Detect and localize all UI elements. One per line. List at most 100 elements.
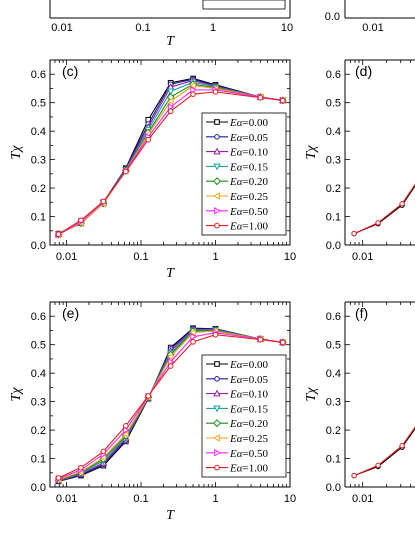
legend: Eα=0.00 Eα=0.05 Eα=0.10 Eα=0.15 Eα=0.20 Eα=0.…	[201, 112, 287, 236]
legend-marker	[214, 464, 220, 471]
x-tick-label: 0.1	[133, 493, 148, 505]
panel-d: 0.0 0.1 0.2 0.3 0.4 0.5 0.6 0.01 Tχ (d)	[304, 59, 415, 263]
legend-marker	[212, 419, 222, 428]
x-axis-label: T	[166, 34, 175, 49]
series-line	[353, 427, 415, 477]
data-point	[399, 443, 405, 449]
data-point	[145, 136, 152, 143]
y-tick-label: 0.2	[326, 183, 341, 195]
legend-entry: Eα=0.20	[229, 418, 268, 430]
data-point	[167, 358, 175, 366]
series-line	[353, 426, 415, 477]
data-series	[55, 331, 286, 481]
y-tick-label: 0.1	[326, 212, 341, 224]
data-point	[145, 393, 152, 399]
legend-entry: Eα=0.50	[229, 206, 268, 218]
y-tick-label: 0.5	[31, 98, 46, 110]
panel-label: (e)	[62, 305, 79, 321]
legend-entry: Eα=0.10	[229, 389, 268, 401]
x-tick-label: 10	[284, 493, 296, 505]
series-line	[58, 330, 283, 481]
top-right-sliver: 0.0 0.01	[325, 0, 415, 34]
x-tick-label: 10	[284, 251, 296, 263]
legend-entry: Eα=0.00	[229, 359, 268, 371]
data-point	[100, 198, 107, 205]
y-tick-label: 0.0	[326, 240, 341, 252]
legend-entry: Eα=1.00	[229, 463, 268, 475]
x-tick-label: 0.1	[133, 251, 148, 263]
data-point	[375, 462, 381, 469]
y-tick-label: 0.6	[326, 311, 341, 323]
data-point	[121, 430, 129, 439]
data-point	[167, 108, 174, 115]
tick-label: 0.0	[325, 11, 340, 23]
legend-box	[201, 112, 287, 236]
legend-marker	[214, 222, 220, 229]
data-point	[100, 448, 107, 455]
data-point	[190, 86, 198, 94]
legend-box-partial	[202, 0, 286, 10]
legend-marker	[214, 207, 221, 215]
data-point	[78, 464, 84, 471]
panel-label: (c)	[62, 63, 78, 79]
legend-entry: Eα=0.15	[229, 403, 268, 415]
legend-entry: Eα=0.25	[229, 433, 268, 445]
data-series	[351, 426, 415, 479]
legend-box	[201, 354, 287, 478]
y-tick-label: 0.2	[31, 425, 46, 437]
series-line	[353, 183, 415, 235]
x-tick-label: 1	[212, 251, 218, 263]
y-tick-label: 0.6	[31, 69, 46, 81]
y-tick-label: 0.4	[326, 368, 341, 380]
data-point	[212, 331, 219, 338]
data-point	[375, 220, 381, 226]
plot-frame	[49, 59, 291, 246]
data-point	[167, 363, 174, 369]
panel-f: 0.0 0.1 0.2 0.3 0.4 0.5 0.6 0.01 Tχ (f)	[304, 301, 415, 505]
y-tick-label: 0.5	[326, 98, 341, 110]
data-point	[399, 201, 405, 207]
y-tick-label: 0.6	[326, 69, 341, 81]
data-point	[190, 339, 196, 345]
legend-entry: Eα=0.05	[229, 132, 268, 144]
y-tick-label: 0.0	[31, 482, 46, 494]
legend-marker	[213, 434, 220, 442]
legend-entry: Eα=0.25	[229, 191, 268, 203]
legend-entry: Eα=0.50	[229, 448, 268, 460]
y-tick-label: 0.1	[31, 454, 46, 466]
data-point	[212, 89, 219, 95]
legend-entry: Eα=1.00	[229, 221, 268, 233]
data-point	[257, 94, 264, 101]
data-point	[166, 88, 175, 96]
y-tick-label: 0.6	[31, 311, 46, 323]
y-tick-label: 0.1	[31, 212, 46, 224]
data-point	[78, 217, 84, 224]
panel-c: 0.0 0.1 0.2 0.3 0.4 0.5 0.6 0.01 0.1 1 10 T Tχ (c) Eα=…	[9, 59, 296, 281]
data-series	[351, 183, 415, 237]
tick-label: 0.1	[135, 22, 150, 34]
legend: Eα=0.00 Eα=0.05 Eα=0.10 Eα=0.15 Eα=0.20 Eα=0.…	[201, 354, 287, 478]
y-axis-label: Tχ	[304, 145, 319, 160]
data-point	[279, 339, 286, 346]
legend-marker	[213, 147, 221, 155]
series-line	[58, 91, 283, 235]
data-series	[55, 89, 286, 237]
series-line	[58, 334, 283, 479]
y-tick-label: 0.3	[31, 155, 46, 167]
y-tick-label: 0.3	[326, 397, 341, 409]
series-line	[353, 185, 415, 235]
y-tick-label: 0.2	[326, 425, 341, 437]
data-point	[279, 97, 286, 104]
y-tick-label: 0.5	[31, 340, 46, 352]
legend-marker	[214, 361, 220, 367]
y-tick-label: 0.4	[31, 126, 46, 138]
data-point	[55, 475, 62, 481]
y-tick-label: 0.5	[326, 340, 341, 352]
legend-marker	[213, 192, 220, 200]
legend-marker	[214, 119, 220, 125]
legend-entry: Eα=0.20	[229, 176, 268, 188]
data-point	[189, 81, 196, 90]
tick-label: 0.01	[51, 22, 72, 34]
legend-marker	[212, 177, 222, 186]
data-point	[189, 328, 196, 337]
